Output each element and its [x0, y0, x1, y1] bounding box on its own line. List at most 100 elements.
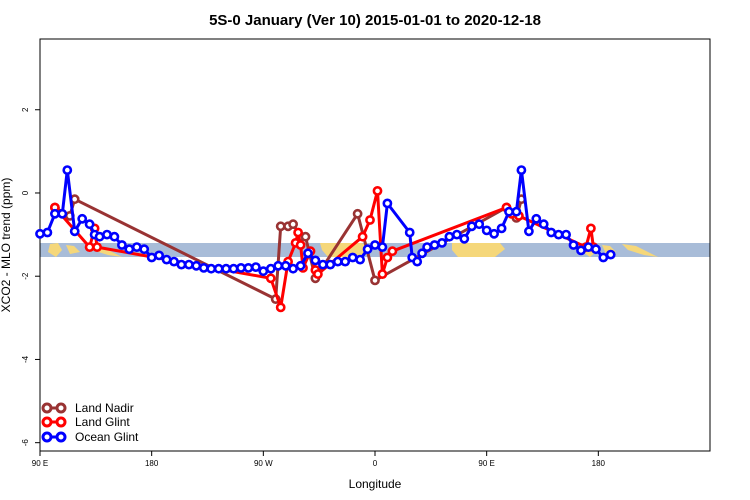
data-point [340, 256, 351, 267]
data-point [387, 246, 398, 257]
legend-swatch-marker [55, 431, 67, 443]
x-tick-label: 0 [373, 459, 378, 468]
data-point [312, 269, 323, 279]
legend-swatch-marker [55, 416, 67, 428]
x-axis-label: Longitude [349, 477, 402, 491]
data-point [69, 226, 80, 237]
land-pacific-right [622, 244, 658, 257]
data-point [92, 242, 102, 252]
data-point [417, 248, 427, 259]
data-point [191, 260, 202, 271]
y-tick-label: 2 [21, 107, 30, 112]
data-point [489, 228, 499, 239]
legend-swatch-marker [55, 402, 67, 414]
legend-item-land-nadir: Land Nadir [41, 401, 134, 415]
legend-label: Land Glint [75, 415, 130, 429]
data-point [576, 245, 586, 256]
data-point [275, 302, 286, 313]
legend-item-land-glint: Land Glint [41, 415, 130, 429]
data-point [221, 263, 231, 274]
data-point [481, 225, 492, 236]
data-point [139, 244, 150, 255]
data-point [124, 244, 135, 255]
data-point [154, 250, 164, 261]
x-tick-label: 180 [592, 459, 606, 468]
data-point [531, 213, 542, 224]
data-point [206, 263, 217, 274]
map-ocean [40, 243, 710, 257]
data-point [295, 240, 306, 250]
data-point [117, 240, 127, 250]
data-point [568, 240, 579, 250]
x-tick-label: 90 E [478, 459, 494, 468]
y-tick-label: -6 [21, 439, 30, 447]
data-point [198, 262, 209, 273]
x-tick-label: 180 [145, 459, 159, 468]
data-point [57, 208, 68, 219]
land-islands-left [66, 245, 80, 254]
land-africa [452, 243, 505, 257]
data-point [516, 165, 527, 175]
data-point [84, 219, 95, 230]
data-point [404, 227, 415, 238]
y-axis: -6 -4 -2 0 2 [21, 107, 40, 446]
data-point [496, 223, 507, 234]
data-point [228, 263, 239, 274]
data-point [372, 185, 383, 196]
data-point [459, 233, 470, 244]
data-point [183, 259, 194, 270]
data-point [422, 242, 432, 252]
x-tick-label: 90 E [32, 459, 48, 468]
data-point [377, 242, 388, 252]
data-point [377, 269, 388, 279]
y-tick-label: -4 [21, 355, 30, 363]
data-point [605, 249, 616, 260]
data-point [412, 256, 423, 267]
data-point [295, 260, 306, 271]
data-point [42, 227, 53, 238]
data-point [583, 242, 594, 252]
chart-title: 5S-0 January (Ver 10) 2015-01-01 to 2020… [209, 12, 541, 29]
data-point [591, 244, 601, 255]
x-axis: 90 E 180 90 W 0 90 E 180 [32, 451, 606, 468]
data-point [288, 263, 298, 274]
data-point [161, 254, 172, 265]
data-point [370, 275, 380, 286]
legend-label: Ocean Glint [75, 430, 139, 444]
data-point [293, 227, 303, 238]
data-point [288, 219, 298, 230]
legend-swatch-marker [41, 431, 53, 443]
data-point [365, 215, 375, 225]
data-point [77, 213, 88, 224]
data-point [265, 273, 276, 284]
data-point [561, 229, 571, 240]
data-point [84, 242, 95, 252]
y-tick-label: -2 [21, 272, 30, 280]
data-point [273, 260, 284, 271]
data-point [451, 229, 462, 240]
data-point [355, 254, 365, 265]
legend: Land Nadir Land Glint Ocean Glint [41, 401, 139, 444]
data-point [109, 231, 120, 242]
legend-swatch-marker [41, 402, 53, 414]
data-point [325, 259, 336, 270]
data-point [444, 231, 455, 242]
data-point [169, 256, 179, 267]
series-layer [35, 165, 616, 313]
data-point [357, 231, 368, 242]
legend-item-ocean-glint: Ocean Glint [41, 430, 139, 444]
data-point [250, 262, 261, 272]
data-point [176, 259, 187, 270]
data-point [303, 248, 313, 259]
land-australia-left [48, 243, 62, 257]
data-point [586, 223, 596, 234]
data-point [258, 266, 269, 277]
data-point [300, 231, 311, 242]
data-point [382, 198, 393, 209]
series-ocean-glint [35, 165, 616, 277]
legend-label: Land Nadir [75, 401, 134, 415]
y-tick-label: 0 [21, 190, 30, 195]
data-point [243, 262, 254, 273]
data-point [524, 226, 534, 237]
data-point [35, 228, 45, 239]
